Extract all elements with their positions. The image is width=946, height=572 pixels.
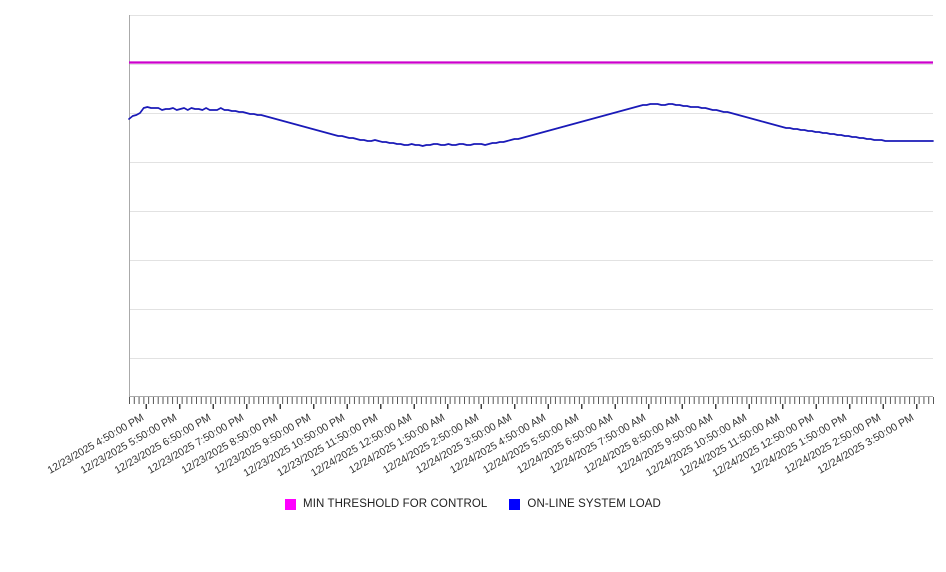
legend-label: ON-LINE SYSTEM LOAD <box>527 498 661 510</box>
legend-swatch-icon <box>509 498 521 510</box>
load-line <box>128 103 934 147</box>
chart-plot-area <box>128 15 934 409</box>
line-chart: 12/23/2025 4:50:00 PM 12/23/2025 5:50:00 … <box>0 15 946 510</box>
legend-swatch-icon <box>285 498 297 510</box>
chart-legend: MIN THRESHOLD FOR CONTROL ON-LINE SYSTEM … <box>0 498 946 510</box>
legend-item[interactable]: MIN THRESHOLD FOR CONTROL <box>285 498 487 510</box>
legend-label: MIN THRESHOLD FOR CONTROL <box>303 498 488 510</box>
legend-item[interactable]: ON-LINE SYSTEM LOAD <box>509 498 661 510</box>
